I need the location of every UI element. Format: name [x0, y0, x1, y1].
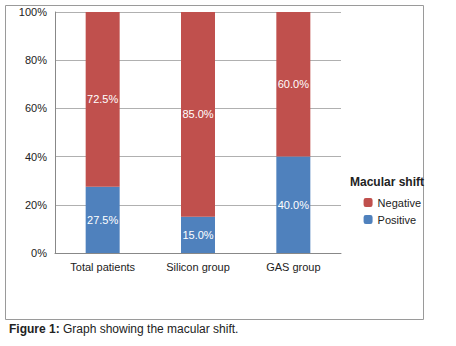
svg-text:85.0%: 85.0%	[182, 108, 213, 120]
svg-text:Figure 1:: Figure 1:	[9, 322, 60, 336]
svg-text:40.0%: 40.0%	[278, 199, 309, 211]
svg-text:15.0%: 15.0%	[182, 229, 213, 241]
svg-text:Macular shift: Macular shift	[350, 175, 424, 189]
svg-text:GAS group: GAS group	[266, 261, 320, 273]
svg-text:80%: 80%	[25, 54, 47, 66]
svg-text:Silicon group: Silicon group	[166, 261, 230, 273]
svg-text:40%: 40%	[25, 151, 47, 163]
svg-text:Positive: Positive	[378, 214, 417, 226]
svg-text:27.5%: 27.5%	[87, 214, 118, 226]
svg-text:Total patients: Total patients	[70, 261, 135, 273]
svg-text:100%: 100%	[19, 6, 47, 18]
svg-text:20%: 20%	[25, 199, 47, 211]
svg-text:Negative: Negative	[378, 197, 421, 209]
svg-text:60%: 60%	[25, 102, 47, 114]
svg-text:60.0%: 60.0%	[278, 78, 309, 90]
svg-text:Graph showing the macular shif: Graph showing the macular shift.	[60, 322, 239, 336]
svg-text:0%: 0%	[31, 247, 47, 259]
svg-text:72.5%: 72.5%	[87, 93, 118, 105]
